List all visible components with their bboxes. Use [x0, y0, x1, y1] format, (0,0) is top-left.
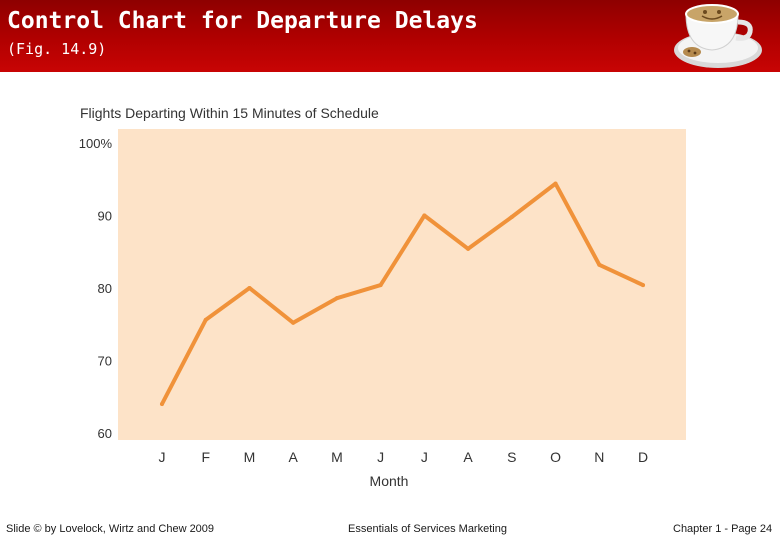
chart-title: Flights Departing Within 15 Minutes of S…	[80, 105, 379, 121]
data-point	[641, 283, 645, 288]
footer-copyright: Slide © by Lovelock, Wirtz and Chew 2009	[6, 523, 215, 535]
x-tick-label: J	[159, 449, 166, 465]
x-tick-label: J	[421, 449, 428, 465]
series-line	[160, 181, 645, 406]
data-point	[422, 213, 427, 218]
data-point	[378, 283, 383, 288]
data-point	[334, 296, 339, 301]
slide-header: Control Chart for Departure Delays (Fig.…	[0, 0, 780, 72]
x-tick-label: S	[507, 449, 516, 465]
x-tick-label: O	[550, 449, 561, 465]
data-point	[160, 402, 164, 406]
data-point	[291, 320, 296, 325]
x-axis-label: Month	[370, 473, 409, 489]
slide-title: Control Chart for Departure Delays	[7, 8, 478, 34]
data-point	[509, 214, 514, 219]
coffee-cup-icon	[674, 4, 762, 68]
footer-page: Chapter 1 - Page 24	[673, 523, 773, 535]
data-point	[203, 317, 208, 322]
x-tick-label: F	[201, 449, 210, 465]
plot-area	[118, 129, 686, 440]
x-tick-label: M	[244, 449, 256, 465]
y-tick-label: 70	[98, 354, 112, 369]
data-point	[553, 181, 558, 186]
y-tick-label: 60	[98, 426, 112, 441]
x-tick-label: J	[377, 449, 384, 465]
y-tick-label: 100%	[79, 136, 113, 151]
data-point	[247, 286, 252, 290]
data-point	[466, 246, 471, 251]
y-tick-label: 90	[98, 209, 112, 224]
x-tick-label: M	[331, 449, 343, 465]
x-tick-label: N	[594, 449, 604, 465]
data-point	[597, 262, 602, 267]
y-tick-label: 80	[98, 281, 112, 296]
x-tick-label: A	[463, 449, 473, 465]
x-tick-label: D	[638, 449, 648, 465]
slide-subtitle: (Fig. 14.9)	[7, 40, 107, 58]
footer-course: Essentials of Services Marketing	[348, 523, 507, 535]
x-tick-label: A	[289, 449, 299, 465]
